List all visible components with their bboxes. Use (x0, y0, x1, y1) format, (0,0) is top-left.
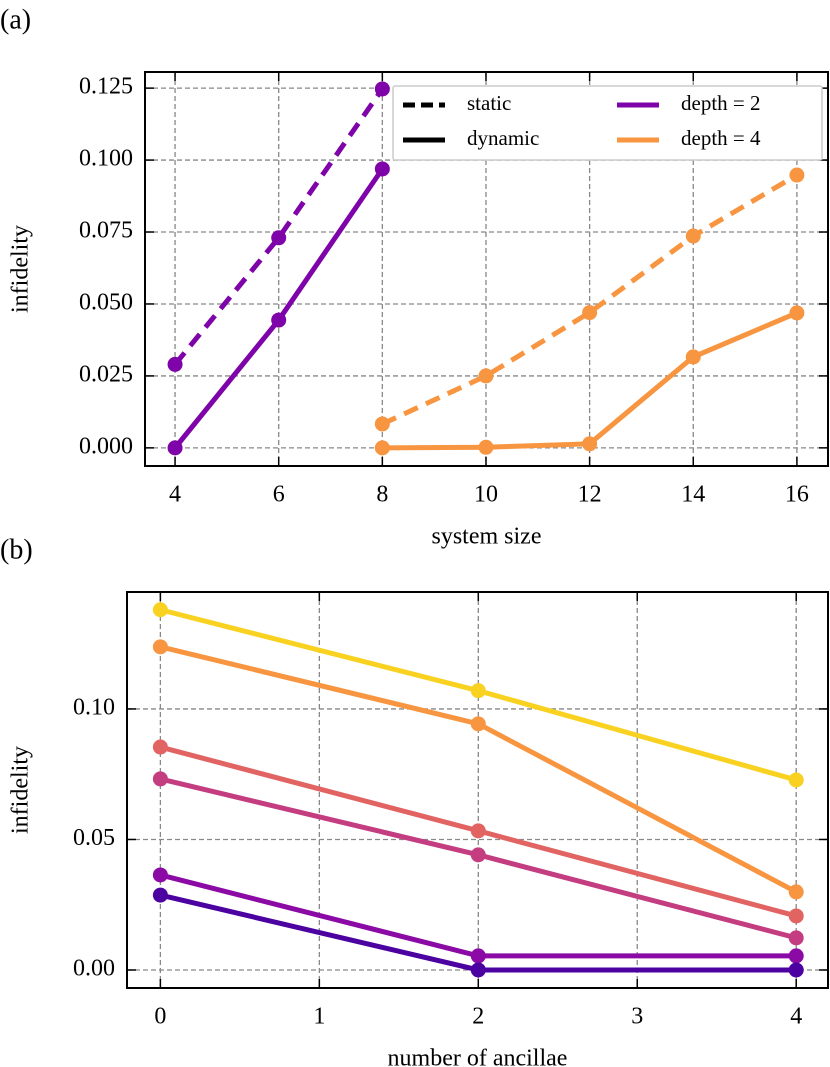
series-line (173, 87, 385, 366)
data-point (271, 230, 287, 246)
x-tick-label: 0 (154, 1004, 166, 1030)
data-point (152, 867, 168, 883)
data-point (788, 908, 804, 924)
legend-label: dynamic (467, 126, 539, 150)
data-point (470, 847, 486, 863)
x-tick-label: 4 (169, 482, 181, 508)
data-point (685, 228, 701, 244)
x-tick-label: 16 (785, 482, 809, 508)
y-tick-label: 0.100 (79, 146, 133, 172)
legend-label: depth = 4 (681, 126, 761, 150)
panel-label: (a) (0, 4, 31, 35)
legend-label: static (467, 91, 511, 115)
y-tick-label: 0.075 (79, 218, 133, 244)
x-tick-label: 14 (681, 482, 705, 508)
data-point (470, 716, 486, 732)
x-tick-label: 10 (474, 482, 498, 508)
x-axis-label: system size (432, 524, 542, 550)
data-point (470, 823, 486, 839)
legend-label: depth = 2 (681, 91, 761, 115)
x-axis-label: number of ancillae (388, 1046, 568, 1067)
x-tick-label: 3 (631, 1004, 643, 1030)
y-tick-label: 0.000 (79, 433, 133, 459)
data-point (152, 602, 168, 618)
data-point (789, 305, 805, 321)
y-axis-label: infidelity (8, 746, 34, 834)
x-tick-label: 4 (790, 1004, 802, 1030)
data-point (788, 930, 804, 946)
data-point (789, 167, 805, 183)
x-tick-label: 2 (472, 1004, 484, 1030)
data-point (582, 436, 598, 452)
series-line (381, 172, 799, 427)
x-tick-label: 1 (313, 1004, 325, 1030)
data-point (152, 639, 168, 655)
data-point (470, 948, 486, 964)
data-point (167, 440, 183, 456)
data-point (152, 739, 168, 755)
y-tick-label: 0.10 (73, 694, 115, 720)
y-tick-label: 0.050 (79, 289, 133, 315)
data-point (152, 771, 168, 787)
plot-frame (144, 71, 829, 467)
legend-box (392, 85, 823, 161)
y-tick-label: 0.125 (79, 74, 133, 100)
legend: static dynamic depth = 2 depth = 4 (392, 85, 823, 161)
x-tick-label: 12 (578, 482, 602, 508)
data-point (271, 312, 287, 328)
plot-frame (126, 591, 829, 989)
data-point (478, 368, 494, 384)
data-point (374, 81, 390, 97)
data-point (470, 683, 486, 699)
data-point (374, 416, 390, 432)
data-point (374, 161, 390, 177)
data-point (374, 440, 390, 456)
y-tick-label: 0.00 (73, 955, 115, 981)
data-point (152, 887, 168, 903)
x-tick-label: 6 (273, 482, 285, 508)
data-point (788, 772, 804, 788)
data-point (788, 948, 804, 964)
panel: (b) 0 1 2 3 4 0.00 0.05 0.10 number of ancillae in… (0, 534, 829, 1067)
x-tick-label: 8 (376, 482, 388, 508)
y-tick-label: 0.05 (73, 825, 115, 851)
data-point (167, 356, 183, 372)
data-point (478, 439, 494, 455)
data-point (582, 305, 598, 321)
y-axis-label: infidelity (8, 225, 34, 313)
data-point (788, 884, 804, 900)
data-point (788, 962, 804, 978)
y-tick-label: 0.025 (79, 361, 133, 387)
data-point (685, 349, 701, 365)
panel: (a) 4 6 8 10 12 14 16 0.000 0.025 0.050 0.075 0.100 0… (0, 4, 829, 550)
panel-label: (b) (0, 534, 33, 565)
data-point (470, 962, 486, 978)
